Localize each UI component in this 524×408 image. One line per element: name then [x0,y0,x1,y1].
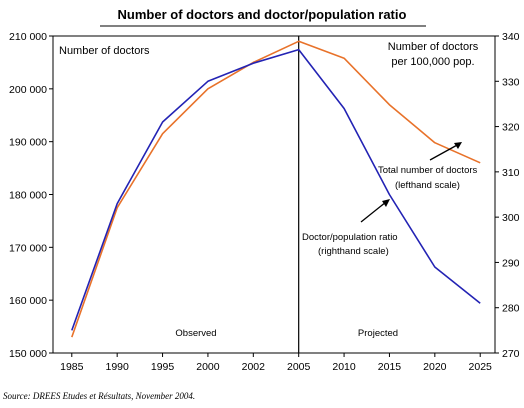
right-tick-label: 340 [502,31,520,43]
x-tick-label: 2015 [378,361,402,373]
left-tick-label: 210 000 [9,31,47,43]
left-axis-title: Number of doctors [59,45,150,57]
left-axis: 150 000 160 000 170 000 180 000 190 000 200 0… [9,31,53,360]
right-tick-label: 320 [502,122,520,134]
chart-title: Number of doctors and doctor/population … [118,7,407,22]
total-doctors-annotation-line2: (lefthand scale) [395,180,460,191]
x-tick-label: 1985 [60,361,84,373]
total-doctors-arrowhead [454,142,462,149]
right-axis: 270 280 290 300 310 320 330 340 [495,31,520,360]
doctor-ratio-arrow [360,201,387,223]
x-tick-label: 1995 [151,361,175,373]
x-tick-label: 2025 [469,361,493,373]
total-doctors-annotation-line1: Total number of doctors [378,165,478,176]
left-tick-label: 180 000 [9,190,47,202]
series-line-total-doctors [71,40,481,338]
doctor-ratio-annotation-line1: Doctor/population ratio [302,232,398,243]
observed-label: Observed [175,328,216,339]
right-axis-title-line1: Number of doctors [388,41,479,53]
left-tick-label: 200 000 [9,84,47,96]
x-tick-label: 2002 [242,361,266,373]
right-tick-label: 280 [502,303,520,315]
left-tick-label: 190 000 [9,137,47,149]
doctor-ratio-annotation-line2: (righthand scale) [318,246,389,257]
right-tick-label: 290 [502,257,520,269]
x-tick-label: 2000 [196,361,220,373]
left-tick-label: 150 000 [9,348,47,360]
x-axis: 1985 1990 1995 2000 2002 2005 2010 2015 2020 2025 [60,353,492,373]
left-tick-label: 160 000 [9,295,47,307]
x-tick-label: 2005 [287,361,311,373]
right-tick-label: 330 [502,76,520,88]
right-tick-label: 300 [502,212,520,224]
x-tick-label: 2010 [332,361,356,373]
left-tick-label: 170 000 [9,242,47,254]
plot-area [52,35,496,354]
x-tick-label: 2020 [423,361,447,373]
right-axis-title-line2: per 100,000 pop. [391,56,474,68]
doctor-ratio-arrowhead [382,199,390,207]
total-doctors-arrow [429,143,460,161]
x-tick-label: 1990 [105,361,129,373]
source-note: Source: DREES Etudes et Résultats, Novem… [3,391,195,401]
series-line-doctor-ratio [71,48,481,331]
right-tick-label: 310 [502,167,520,179]
right-tick-label: 270 [502,348,520,360]
projected-label: Projected [358,328,398,339]
